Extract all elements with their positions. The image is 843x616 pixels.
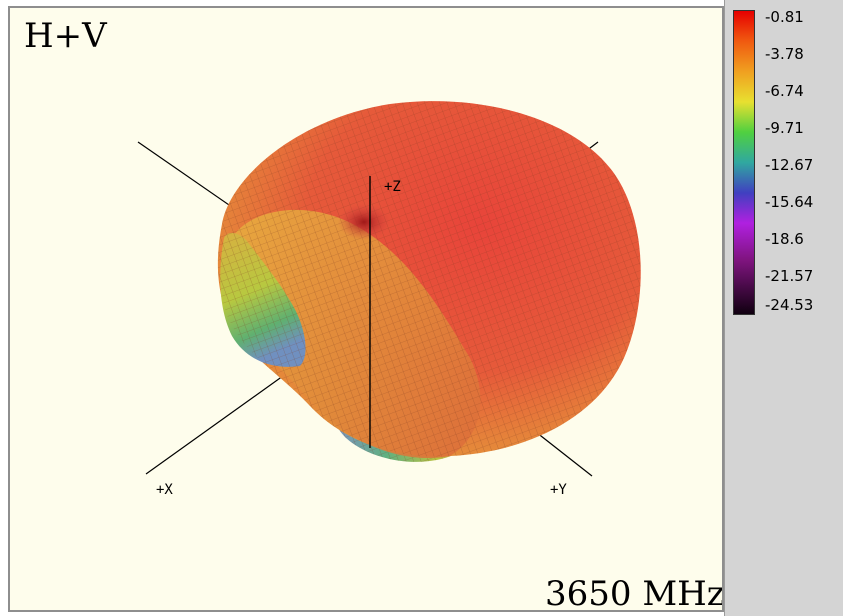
colorbar-tick: -12.67	[765, 156, 814, 174]
colorbar-tick: -6.74	[765, 82, 804, 100]
mesh-overlay	[217, 101, 641, 457]
y-axis-label: +Y	[550, 482, 567, 498]
x-axis-label: +X	[156, 482, 173, 498]
radiation-pattern-3d: +Z +X +Y	[137, 101, 641, 498]
colorbar-tick: -0.81	[765, 8, 804, 26]
colorbar-tick: -15.64	[765, 193, 814, 211]
pattern-plot-area: +Z +X +Y H+V 3650 MHz	[8, 6, 724, 612]
null-point	[338, 204, 390, 240]
color-legend-panel: -0.81 -3.78 -6.74 -9.71 -12.67 -15.64 -1…	[724, 0, 843, 616]
colorbar	[733, 10, 755, 315]
polarization-mode-label: H+V	[24, 16, 107, 56]
colorbar-tick: -18.6	[765, 230, 804, 248]
frequency-label: 3650 MHz	[545, 574, 724, 612]
z-axis-label: +Z	[384, 179, 401, 195]
colorbar-tick: -9.71	[765, 119, 804, 137]
colorbar-tick: -21.57	[765, 267, 814, 285]
colorbar-tick: -3.78	[765, 45, 804, 63]
colorbar-tick: -24.53	[765, 296, 814, 314]
